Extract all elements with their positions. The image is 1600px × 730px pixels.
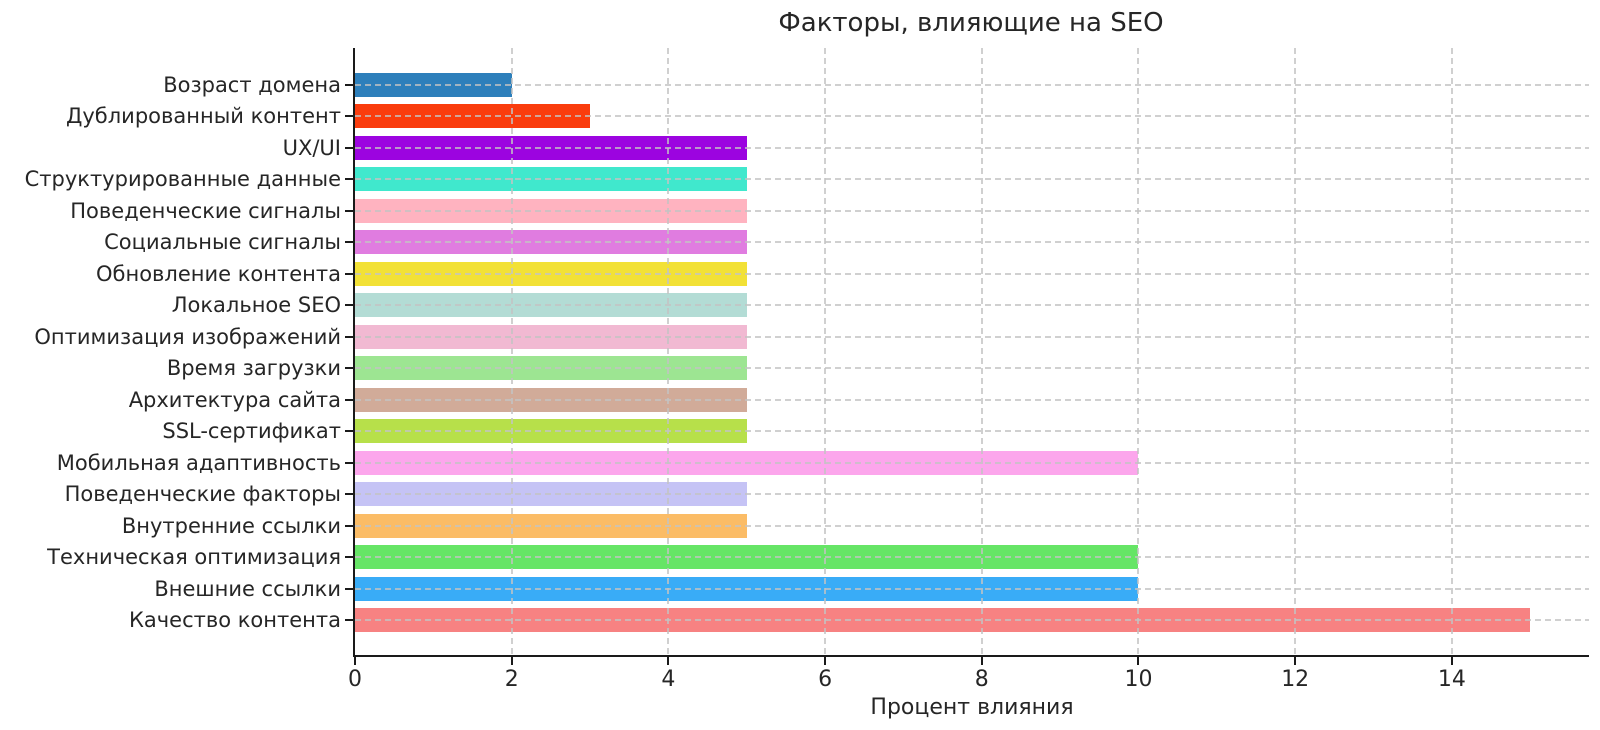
bar <box>355 293 747 318</box>
bar-row: Техническая оптимизация <box>47 542 1589 574</box>
bar-row: Возраст домена <box>163 69 1589 101</box>
bar-row: SSL-сертификат <box>162 416 1589 448</box>
x-tick-mark <box>980 657 983 665</box>
bar <box>355 419 747 444</box>
x-tick-mark <box>667 657 670 665</box>
y-tick-mark <box>345 587 353 590</box>
y-tick-label: Структурированные данные <box>24 167 341 192</box>
bar-row: Социальные сигналы <box>104 227 1589 259</box>
y-tick-label: Качество контента <box>128 608 341 633</box>
y-tick-mark <box>345 209 353 212</box>
x-tick-mark <box>1294 657 1297 665</box>
bar <box>355 104 591 129</box>
bar <box>355 324 747 349</box>
y-tick-label: Внутренние ссылки <box>121 513 341 538</box>
y-tick-label: Время загрузки <box>166 356 341 381</box>
bar <box>355 167 747 192</box>
y-tick-label: Оптимизация изображений <box>34 324 341 349</box>
y-tick-mark <box>345 304 353 307</box>
bar-row: Внутренние ссылки <box>122 510 1589 542</box>
bar-row: Дублированный контент <box>66 101 1589 133</box>
x-tick-label: 10 <box>1124 667 1153 692</box>
bar-row: Качество контента <box>129 605 1589 637</box>
bar-row: Поведенческие факторы <box>65 479 1589 511</box>
chart-title: Факторы, влияющие на SEO <box>778 8 1164 38</box>
y-tick-label: Внешние ссылки <box>154 576 341 601</box>
y-tick-label: Техническая оптимизация <box>47 545 341 570</box>
bar <box>355 513 747 538</box>
y-tick-mark <box>345 524 353 527</box>
x-tick-label: 0 <box>348 667 362 692</box>
y-tick-mark <box>345 115 353 118</box>
bar-row: Внешние ссылки <box>154 573 1589 605</box>
x-tick-label: 12 <box>1281 667 1310 692</box>
bar <box>355 261 747 286</box>
bar <box>355 576 1139 601</box>
y-tick-label: Социальные сигналы <box>104 230 341 255</box>
bar-row: UX/UI <box>283 132 1589 164</box>
y-tick-mark <box>345 619 353 622</box>
y-tick-mark <box>345 556 353 559</box>
bar <box>355 450 1139 475</box>
y-tick-label: Обновление контента <box>96 261 341 286</box>
bar-row: Мобильная адаптивность <box>57 447 1589 479</box>
x-axis-label: Процент влияния <box>870 695 1074 720</box>
bar-row: Обновление контента <box>96 258 1589 290</box>
x-tick-mark <box>510 657 513 665</box>
bar-row: Поведенческие сигналы <box>70 195 1589 227</box>
bar <box>355 198 747 223</box>
bar-row: Локальное SEO <box>172 290 1589 322</box>
y-tick-label: Локальное SEO <box>171 293 341 318</box>
y-tick-label: Поведенческие факторы <box>64 482 341 507</box>
y-tick-mark <box>345 461 353 464</box>
x-tick-label: 8 <box>974 667 989 692</box>
y-tick-label: SSL-сертификат <box>162 419 341 444</box>
y-tick-mark <box>345 241 353 244</box>
y-tick-mark <box>345 178 353 181</box>
y-tick-mark <box>345 335 353 338</box>
x-tick-mark <box>1137 657 1140 665</box>
y-tick-label: Архитектура сайта <box>128 387 341 412</box>
bar <box>355 387 747 412</box>
bar-row: Архитектура сайта <box>129 384 1589 416</box>
y-tick-label: Возраст домена <box>163 72 341 97</box>
y-tick-label: Дублированный контент <box>65 104 341 129</box>
y-tick-mark <box>345 272 353 275</box>
bar-rows: Возраст домена Дублированный контент UX/… <box>25 48 1589 655</box>
y-tick-mark <box>345 146 353 149</box>
bar-row: Время загрузки <box>167 353 1589 385</box>
y-tick-label: Поведенческие сигналы <box>70 198 341 223</box>
x-tick-label: 4 <box>661 667 676 692</box>
y-tick-mark <box>345 398 353 401</box>
bar <box>355 230 747 255</box>
plot-area: Возраст домена Дублированный контент UX/… <box>25 48 1589 720</box>
bar <box>355 356 747 381</box>
bar-row: Оптимизация изображений <box>34 321 1589 353</box>
bar <box>355 545 1139 570</box>
bar-row: Структурированные данные <box>25 164 1589 196</box>
bar <box>355 608 1531 633</box>
x-tick-mark <box>1450 657 1453 665</box>
y-tick-mark <box>345 367 353 370</box>
y-tick-mark <box>345 430 353 433</box>
horizontal-gridline <box>355 83 1589 86</box>
x-tick-label: 14 <box>1437 667 1466 692</box>
y-tick-mark <box>345 83 353 86</box>
y-tick-label: Мобильная адаптивность <box>56 450 341 475</box>
y-tick-label: UX/UI <box>282 135 341 160</box>
x-tick-mark <box>354 657 356 665</box>
x-tick-label: 6 <box>818 667 833 692</box>
bar <box>355 135 747 160</box>
x-tick-mark <box>824 657 827 665</box>
bar <box>355 72 512 97</box>
bar <box>355 482 747 507</box>
y-tick-mark <box>345 493 353 496</box>
x-tick-label: 2 <box>504 667 519 692</box>
